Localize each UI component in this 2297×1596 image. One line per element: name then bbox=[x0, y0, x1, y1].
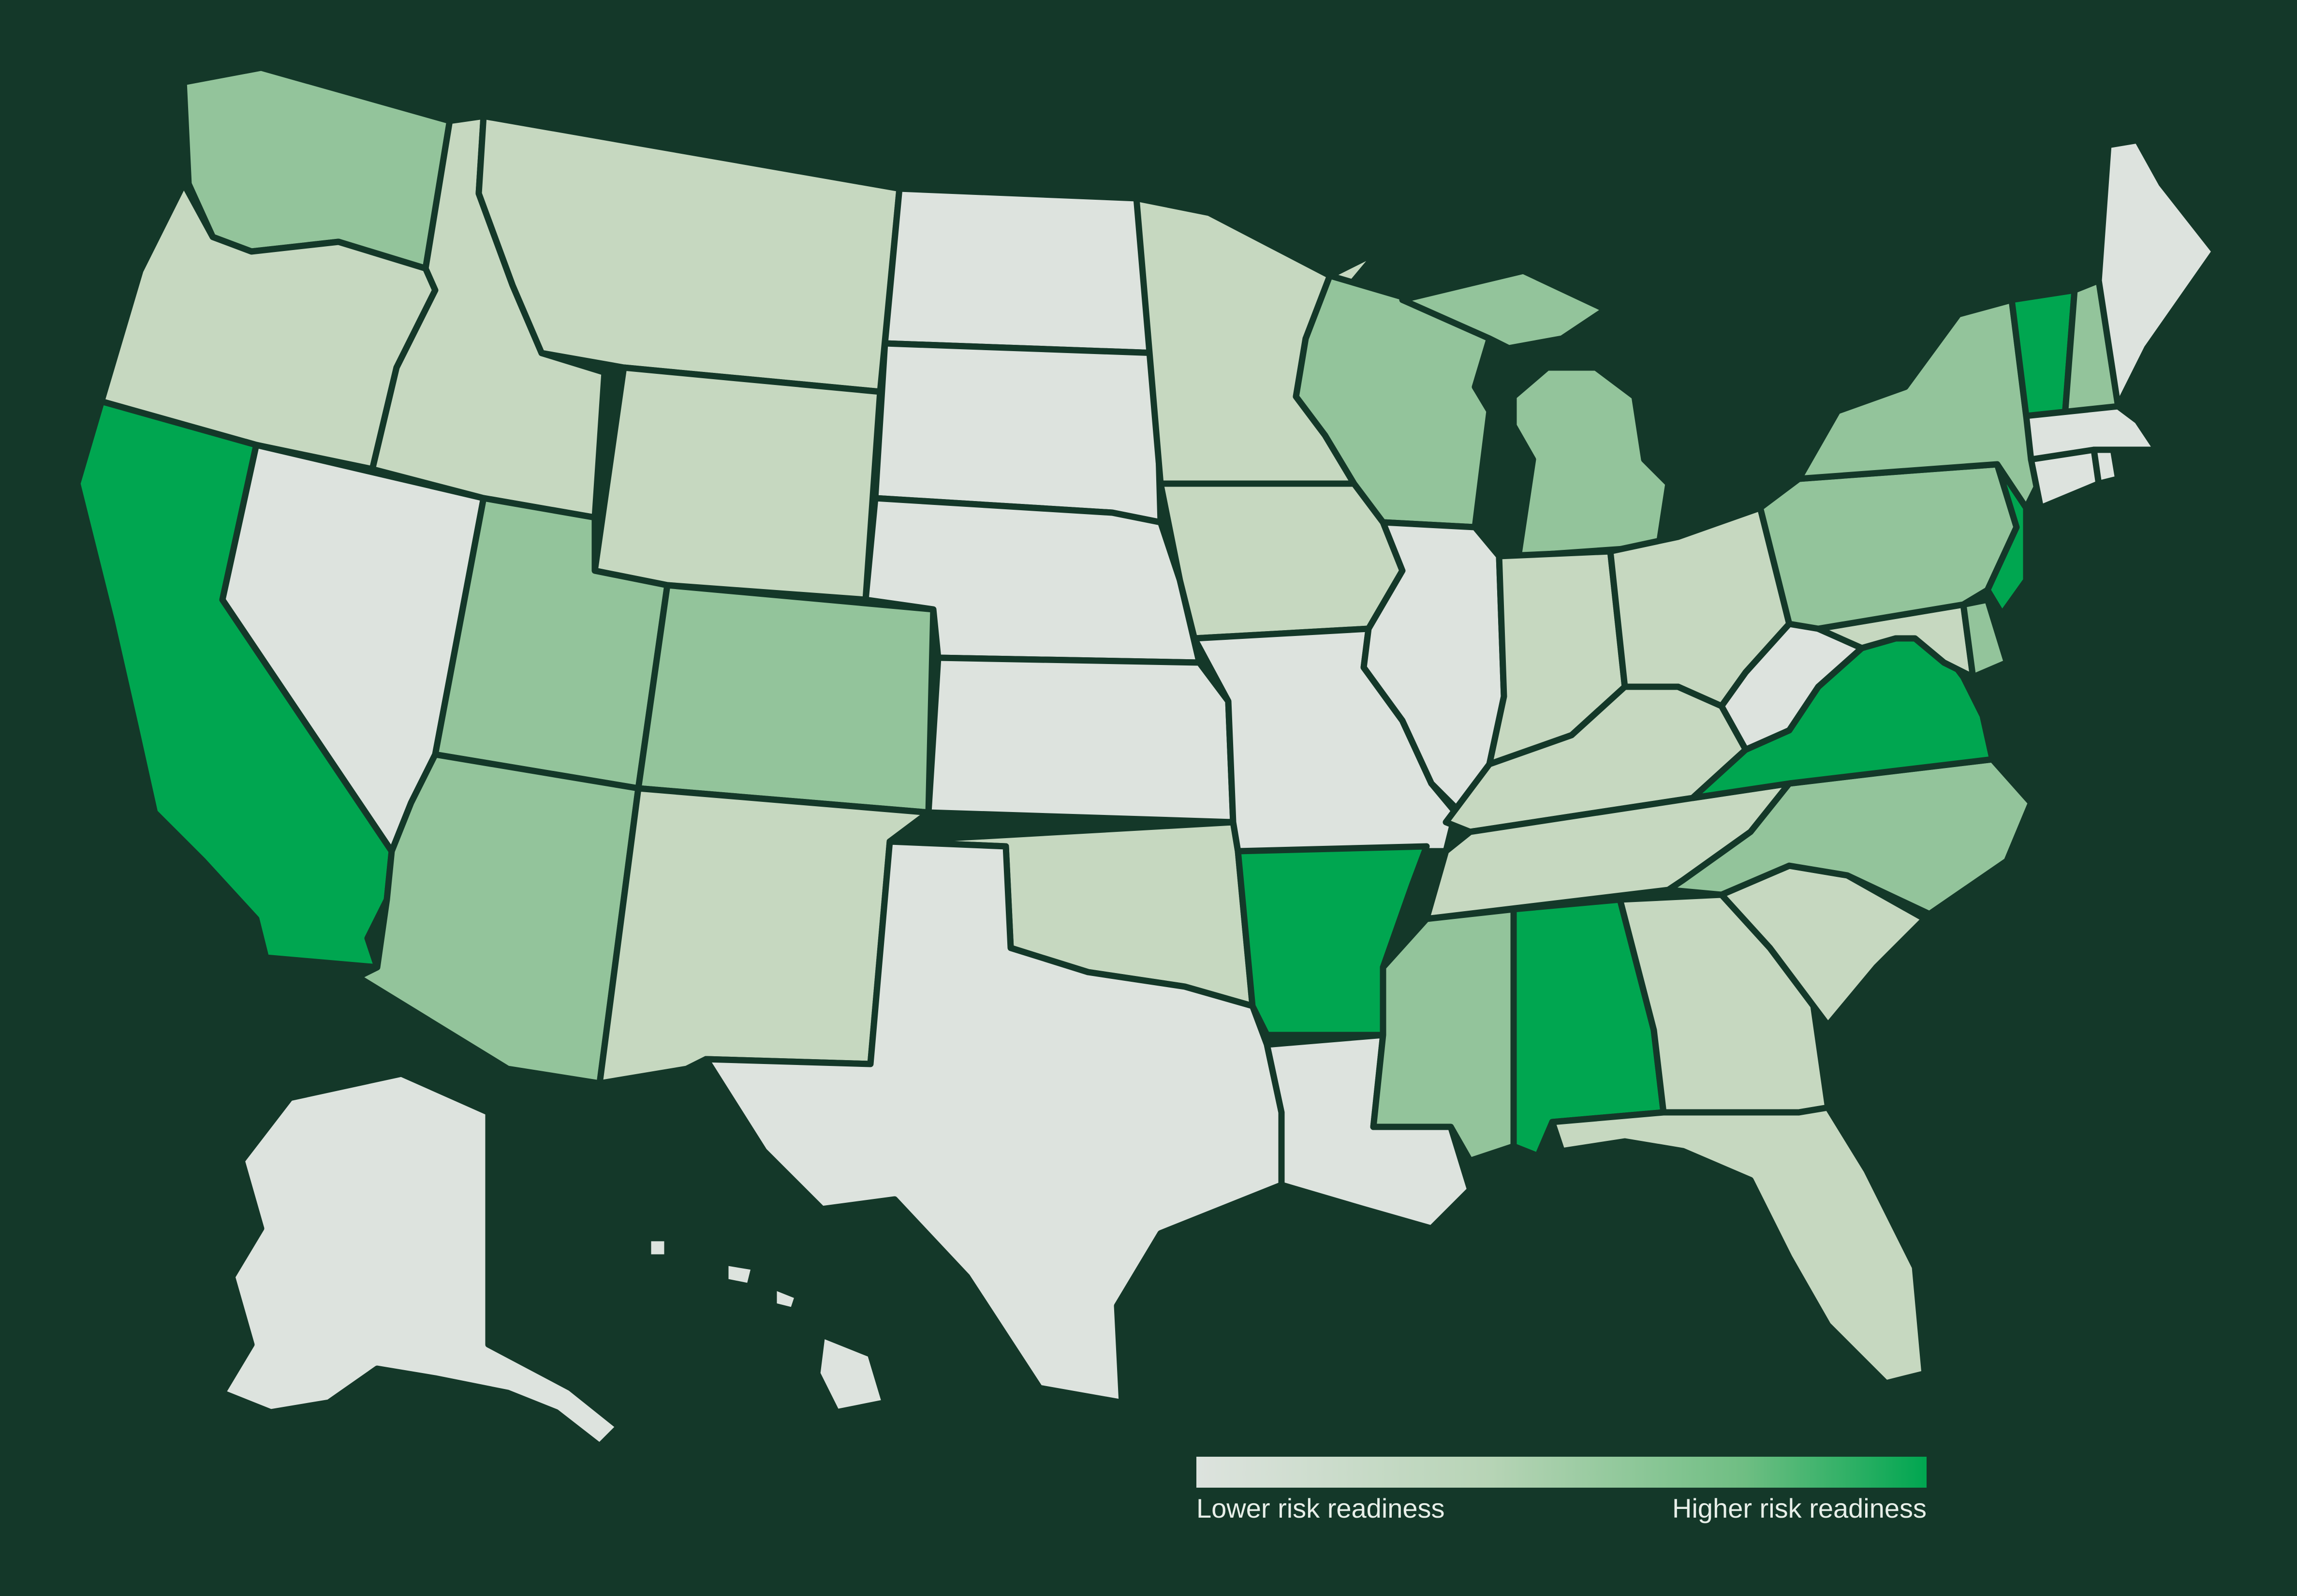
state-rhode-island[interactable] bbox=[2091, 446, 2121, 487]
legend-low-label: Lower risk readiness bbox=[1196, 1493, 1445, 1523]
state-montana[interactable] bbox=[475, 113, 903, 395]
state-maine[interactable] bbox=[2095, 137, 2218, 410]
state-alaska[interactable] bbox=[219, 1070, 622, 1449]
state-delaware[interactable] bbox=[1960, 596, 2010, 680]
state-hawaii[interactable] bbox=[645, 1235, 888, 1416]
legend-labels: Lower risk readiness Higher risk readine… bbox=[1196, 1493, 1927, 1531]
state-michigan[interactable] bbox=[1399, 267, 1672, 560]
state-colorado[interactable] bbox=[635, 582, 937, 816]
state-iowa[interactable] bbox=[1157, 480, 1406, 642]
state-wyoming[interactable] bbox=[591, 364, 883, 603]
state-kansas[interactable] bbox=[925, 654, 1237, 826]
legend-high-label: Higher risk readiness bbox=[1672, 1493, 1927, 1523]
state-illinois[interactable] bbox=[1360, 519, 1507, 816]
legend: Lower risk readiness Higher risk readine… bbox=[1196, 1457, 1927, 1531]
state-south-dakota[interactable] bbox=[872, 340, 1164, 526]
state-mississippi[interactable] bbox=[1370, 906, 1517, 1164]
state-texas[interactable] bbox=[703, 838, 1285, 1406]
state-connecticut[interactable] bbox=[2028, 446, 2102, 511]
state-north-dakota[interactable] bbox=[882, 185, 1159, 356]
legend-gradient-bar bbox=[1196, 1457, 1927, 1488]
state-florida[interactable] bbox=[1549, 1104, 1928, 1387]
state-north-carolina[interactable] bbox=[1665, 756, 2034, 917]
